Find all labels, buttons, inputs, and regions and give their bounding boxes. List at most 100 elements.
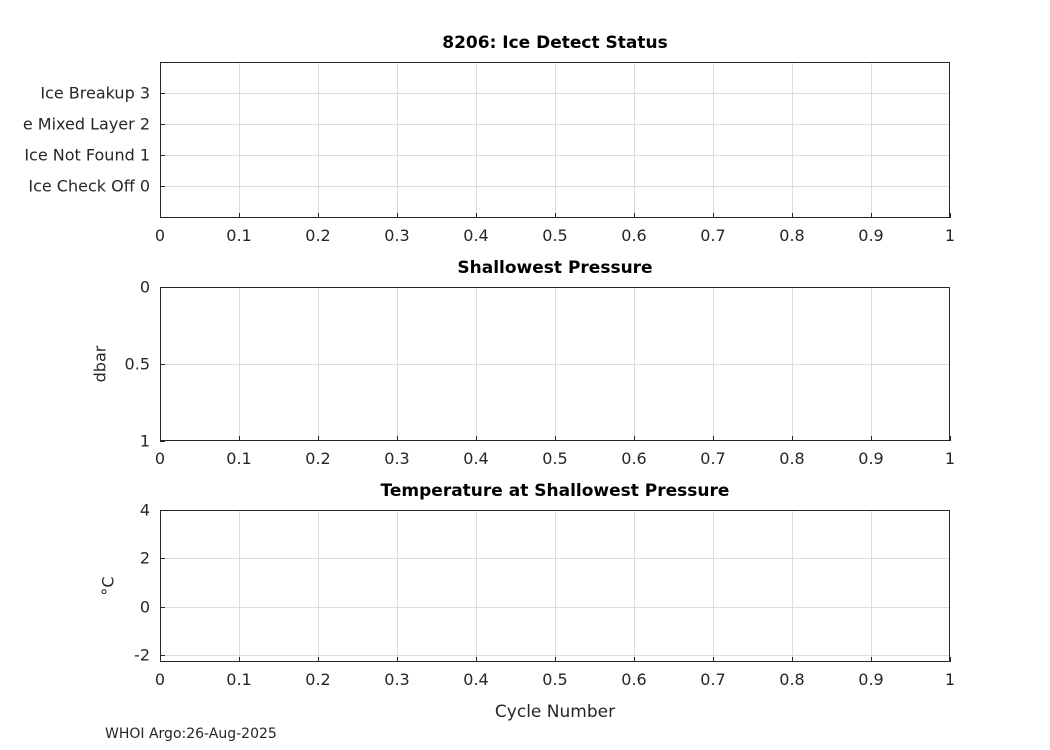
x-tick-label: 0.3 [384,449,410,468]
x-tick-label: 0.1 [226,449,252,468]
gridline-vertical [634,62,635,218]
x-tick-label: 0 [154,226,166,245]
gridline-horizontal [160,124,950,125]
gridline-vertical [318,510,319,662]
x-tick-mark [397,657,398,662]
x-tick-label: 0.6 [621,449,647,468]
x-tick-label: 0.3 [384,226,410,245]
y-tick-mark [160,364,165,365]
x-axis-label: Cycle Number [494,702,616,722]
x-tick-label: 0.2 [305,670,331,689]
gridline-vertical [397,62,398,218]
gridline-vertical [476,510,477,662]
x-tick-label: 0.8 [779,670,805,689]
x-tick-label: 0.6 [621,670,647,689]
gridline-vertical [792,510,793,662]
gridline-vertical [792,62,793,218]
gridline-horizontal [160,93,950,94]
x-tick-mark [476,213,477,218]
x-tick-mark [792,657,793,662]
y-tick-label: -2 [134,645,150,665]
gridline-vertical [634,510,635,662]
gridline-vertical [239,62,240,218]
x-tick-label: 0.5 [542,670,568,689]
y-axis-label: dbar [90,345,110,383]
gridline-horizontal [160,607,950,608]
x-tick-label: 1 [944,226,956,245]
y-tick-label: e Mixed Layer 2 [22,114,150,134]
gridline-vertical [555,62,556,218]
x-tick-mark [871,436,872,441]
x-tick-label: 0.4 [463,226,489,245]
y-tick-label: 2 [139,548,150,568]
x-tick-mark [555,657,556,662]
gridline-vertical [871,62,872,218]
x-tick-mark [397,436,398,441]
x-tick-mark [950,657,951,662]
gridline-horizontal [160,558,950,559]
x-tick-mark [555,436,556,441]
gridline-vertical [555,510,556,662]
x-tick-label: 0.9 [858,670,884,689]
x-tick-mark [239,657,240,662]
x-tick-mark [476,657,477,662]
y-axis-label: °C [98,576,118,596]
x-tick-label: 0.6 [621,226,647,245]
plot-title: Shallowest Pressure [457,258,653,278]
watermark-text: WHOI Argo:26-Aug-2025 [105,726,277,742]
y-tick-mark [160,186,165,187]
x-tick-mark [634,213,635,218]
x-tick-mark [871,213,872,218]
x-tick-mark [792,436,793,441]
x-tick-label: 0.3 [384,670,410,689]
gridline-horizontal [160,186,950,187]
plot-title: 8206: Ice Detect Status [442,33,668,53]
x-tick-mark [239,436,240,441]
x-tick-label: 0.4 [463,670,489,689]
y-tick-label: 0.5 [124,354,150,374]
x-tick-label: 0 [154,449,166,468]
axes-box [160,287,950,441]
x-tick-label: 0.4 [463,449,489,468]
x-tick-label: 1 [944,449,956,468]
gridline-vertical [318,62,319,218]
y-tick-label: Ice Check Off 0 [28,176,150,196]
x-tick-mark [792,213,793,218]
x-tick-mark [713,213,714,218]
x-tick-mark [555,213,556,218]
x-tick-mark [634,436,635,441]
x-tick-mark [397,213,398,218]
gridline-vertical [239,510,240,662]
plot-title: Temperature at Shallowest Pressure [380,481,730,501]
y-tick-label: Ice Not Found 1 [24,145,150,165]
axes-box [160,62,950,218]
gridline-vertical [476,62,477,218]
x-tick-mark [318,436,319,441]
y-tick-label: Ice Breakup 3 [40,83,150,103]
gridline-vertical [713,510,714,662]
x-tick-label: 0.5 [542,449,568,468]
x-tick-mark [318,213,319,218]
gridline-horizontal [160,364,950,365]
gridline-horizontal [160,655,950,656]
x-tick-mark [713,657,714,662]
y-tick-mark [160,655,165,656]
x-tick-label: 0 [154,670,166,689]
x-tick-label: 0.7 [700,449,726,468]
x-tick-label: 0.8 [779,449,805,468]
x-tick-mark [318,657,319,662]
y-tick-label: 4 [139,500,150,520]
x-tick-label: 0.9 [858,449,884,468]
x-tick-label: 0.9 [858,226,884,245]
y-tick-mark [160,441,165,442]
x-tick-label: 0.1 [226,226,252,245]
x-tick-label: 0.8 [779,226,805,245]
y-tick-label: 1 [139,431,150,451]
x-tick-mark [950,213,951,218]
x-tick-label: 0.1 [226,670,252,689]
gridline-vertical [871,510,872,662]
gridline-horizontal [160,155,950,156]
y-tick-mark [160,558,165,559]
y-tick-label: 0 [139,597,150,617]
